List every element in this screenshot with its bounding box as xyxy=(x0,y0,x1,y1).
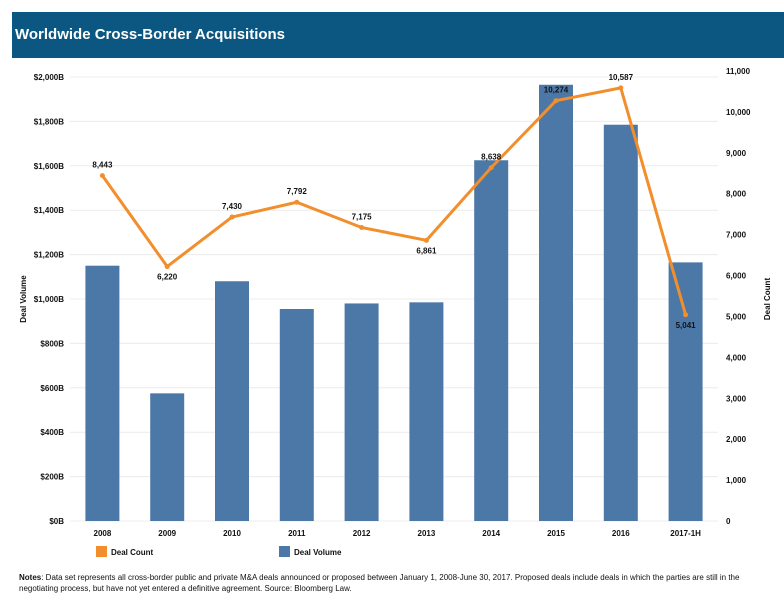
data-label-deal-count: 6,220 xyxy=(157,273,178,282)
data-label-deal-count: 7,792 xyxy=(287,187,308,196)
y2-tick-label: 8,000 xyxy=(726,190,747,199)
y2-tick-label: 11,000 xyxy=(726,67,751,76)
point-deal-count xyxy=(229,214,235,220)
y-tick-label: $0B xyxy=(49,517,64,526)
bar-deal-volume xyxy=(539,84,573,522)
legend-label-deal-volume: Deal Volume xyxy=(294,548,342,557)
x-tick-label: 2012 xyxy=(353,529,371,538)
y-tick-label: $1,800B xyxy=(34,117,64,126)
legend-label-deal-count: Deal Count xyxy=(111,548,154,557)
y2-tick-label: 10,000 xyxy=(726,108,751,117)
point-deal-count xyxy=(423,237,429,243)
notes-text: : Data set represents all cross-border p… xyxy=(19,573,740,593)
y2-tick-label: 2,000 xyxy=(726,435,747,444)
bar-deal-volume xyxy=(474,160,509,521)
x-tick-label: 2015 xyxy=(547,529,565,538)
point-deal-count xyxy=(359,224,365,230)
point-deal-count xyxy=(294,199,300,205)
legend-swatch-deal-volume xyxy=(279,546,290,557)
y2-axis-label: Deal Count xyxy=(763,278,772,321)
x-tick-label: 2008 xyxy=(94,529,112,538)
y2-tick-label: 0 xyxy=(726,517,731,526)
y-tick-label: $800B xyxy=(40,339,64,348)
bar-deal-volume xyxy=(85,265,120,521)
bar-deal-volume xyxy=(603,124,638,521)
point-deal-count xyxy=(488,165,494,171)
chart-header: Worldwide Cross-Border Acquisitions xyxy=(12,12,784,58)
bar-deal-volume xyxy=(668,262,703,521)
x-tick-label: 2009 xyxy=(158,529,176,538)
y2-tick-label: 6,000 xyxy=(726,272,747,281)
y2-tick-label: 7,000 xyxy=(726,231,747,240)
y-tick-label: $200B xyxy=(40,473,64,482)
x-tick-label: 2016 xyxy=(612,529,630,538)
bar-deal-volume xyxy=(279,308,314,521)
y2-tick-label: 1,000 xyxy=(726,476,747,485)
chart-title: Worldwide Cross-Border Acquisitions xyxy=(15,26,286,43)
notes: Notes: Data set represents all cross-bor… xyxy=(19,572,779,594)
data-label-deal-count: 6,861 xyxy=(416,246,437,255)
data-label-deal-count: 8,443 xyxy=(92,161,113,170)
x-tick-label: 2011 xyxy=(288,529,306,538)
data-label-deal-count: 8,638 xyxy=(481,153,502,162)
y-axis-label: Deal Volume xyxy=(19,275,28,323)
point-deal-count xyxy=(618,85,624,91)
data-label-deal-count: 7,175 xyxy=(352,212,373,221)
data-label-deal-count: 10,587 xyxy=(609,73,634,82)
x-tick-label: 2010 xyxy=(223,529,241,538)
y-tick-label: $1,600B xyxy=(34,162,64,171)
y2-tick-label: 4,000 xyxy=(726,353,747,362)
bar-deal-volume xyxy=(215,281,249,521)
y2-tick-label: 3,000 xyxy=(726,394,747,403)
bar-deal-volume xyxy=(150,393,185,521)
y-tick-label: $1,000B xyxy=(34,295,64,304)
notes-label: Notes xyxy=(19,573,42,582)
bar-deal-volume xyxy=(344,303,379,521)
point-deal-count xyxy=(164,264,170,270)
y-tick-label: $600B xyxy=(40,384,64,393)
point-deal-count xyxy=(99,173,105,179)
y2-tick-label: 9,000 xyxy=(726,149,747,158)
point-deal-count xyxy=(683,312,689,318)
y-tick-label: $1,200B xyxy=(34,251,64,260)
x-tick-label: 2013 xyxy=(418,529,436,538)
y-tick-label: $2,000B xyxy=(34,73,64,82)
bar-deal-volume xyxy=(409,302,444,521)
point-deal-count xyxy=(553,98,559,104)
y-tick-label: $400B xyxy=(40,428,64,437)
data-label-deal-count: 7,430 xyxy=(222,202,243,211)
data-label-deal-count: 10,274 xyxy=(544,86,569,95)
line-deal-count xyxy=(101,86,688,316)
x-tick-label: 2017-1H xyxy=(670,529,701,538)
legend-swatch-deal-count xyxy=(96,546,107,557)
y-tick-label: $1,400B xyxy=(34,206,64,215)
x-tick-label: 2014 xyxy=(482,529,500,538)
y2-tick-label: 5,000 xyxy=(726,312,747,321)
data-label-deal-count: 5,041 xyxy=(676,321,697,330)
